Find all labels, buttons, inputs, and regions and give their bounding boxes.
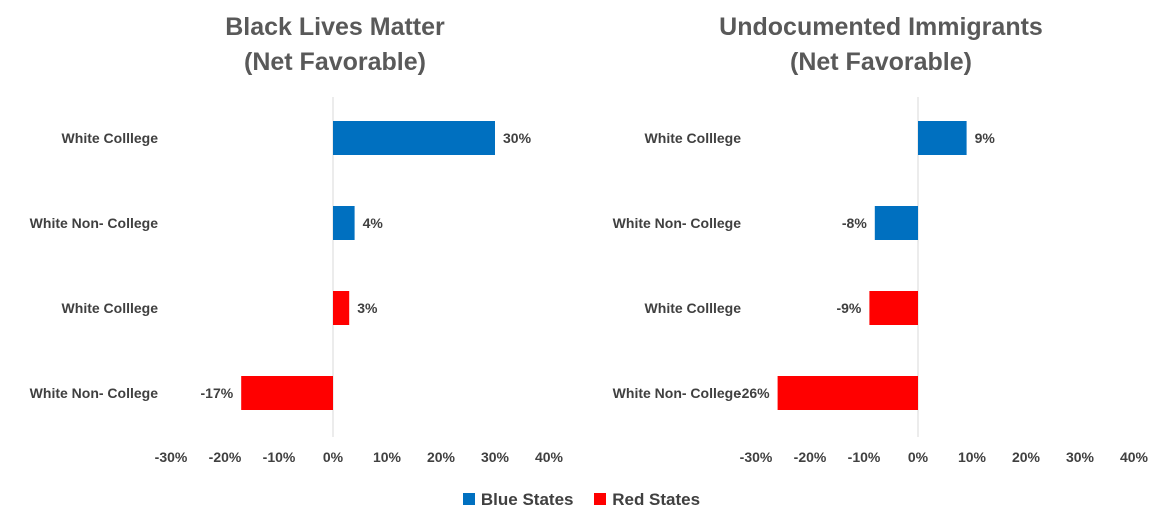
- legend-swatch-red: [594, 492, 607, 505]
- x-tick-label-left: 0%: [323, 449, 344, 465]
- x-tick-label-left: 40%: [535, 449, 564, 465]
- x-tick-label-right: -30%: [740, 449, 773, 465]
- legend-label-red: Red States: [612, 490, 701, 509]
- data-label-left: -17%: [201, 385, 234, 401]
- bar-left-blue: [333, 206, 355, 240]
- data-label-right: -8%: [842, 215, 867, 231]
- category-label-left: White Colllege: [62, 130, 159, 146]
- chart-title-right-line1: Undocumented Immigrants: [719, 13, 1043, 41]
- category-label-right: White Non- College: [613, 385, 742, 401]
- x-tick-label-right: 30%: [1066, 449, 1095, 465]
- x-tick-label-left: -10%: [263, 449, 296, 465]
- data-label-right: -9%: [836, 300, 861, 316]
- data-label-left: 3%: [357, 300, 378, 316]
- legend-swatch-blue: [462, 492, 475, 505]
- legend-item-blue-states: Blue States: [462, 490, 574, 510]
- bar-left-blue: [333, 121, 495, 155]
- bar-right-red: [869, 291, 918, 325]
- x-tick-label-right: 10%: [958, 449, 987, 465]
- chart-title-right: Undocumented Immigrants (Net Favorable): [671, 10, 1091, 80]
- bar-left-red: [241, 376, 333, 410]
- x-tick-label-left: -30%: [155, 449, 188, 465]
- data-label-right: -26%: [737, 385, 770, 401]
- chart-title-left: Black Lives Matter (Net Favorable): [125, 10, 545, 80]
- chart-title-left-line1: Black Lives Matter: [225, 13, 445, 41]
- category-label-right: White Non- College: [613, 215, 742, 231]
- x-tick-label-left: 10%: [373, 449, 402, 465]
- chart-plots: -30% -20% -10% 0% 10% 20% 30% 40% White Colllege…: [30, 97, 1149, 465]
- data-label-right: 9%: [975, 130, 996, 146]
- x-tick-label-right: 40%: [1120, 449, 1149, 465]
- bar-right-blue: [918, 121, 967, 155]
- category-label-right: White Colllege: [645, 130, 742, 146]
- chart-title-right-line2: (Net Favorable): [790, 48, 972, 76]
- x-tick-label-left: 20%: [427, 449, 456, 465]
- category-label-left: White Non- College: [30, 215, 159, 231]
- bar-left-red: [333, 291, 350, 325]
- x-tick-label-right: 0%: [908, 449, 929, 465]
- x-tick-label-right: 20%: [1012, 449, 1041, 465]
- data-label-left: 30%: [503, 130, 532, 146]
- category-label-right: White Colllege: [645, 300, 742, 316]
- category-label-left: White Colllege: [62, 300, 159, 316]
- legend-label-blue: Blue States: [480, 490, 574, 509]
- legend-item-red-states: Red States: [594, 490, 700, 510]
- data-label-left: 4%: [363, 215, 384, 231]
- x-tick-label-right: -10%: [848, 449, 881, 465]
- category-label-left: White Non- College: [30, 385, 159, 401]
- bar-right-blue: [874, 206, 918, 240]
- chart-legend: Blue States Red States: [0, 490, 1163, 510]
- x-tick-label-left: 30%: [481, 449, 510, 465]
- chart-title-left-line2: (Net Favorable): [244, 48, 426, 76]
- x-tick-label-left: -20%: [209, 449, 242, 465]
- bar-right-red: [777, 376, 918, 410]
- x-tick-label-right: -20%: [794, 449, 827, 465]
